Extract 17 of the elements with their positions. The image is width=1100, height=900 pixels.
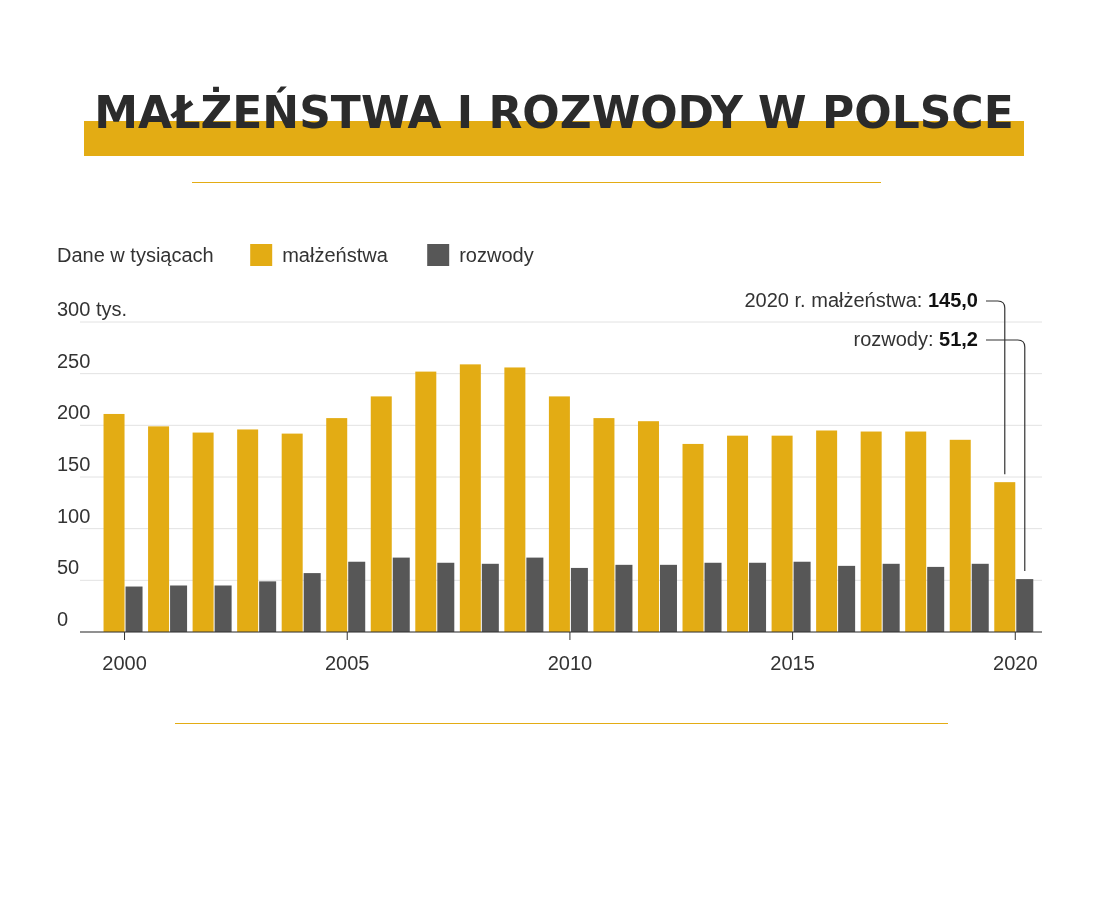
legend-label: małżeństwa xyxy=(282,244,389,266)
x-tick-label: 2020 xyxy=(993,652,1038,674)
y-tick-label: 100 xyxy=(57,504,91,527)
annotation: rozwody: 51,2 xyxy=(853,328,978,350)
y-tick-label: 0 xyxy=(57,608,69,630)
y-tick-label: 200 xyxy=(57,401,91,424)
y-tick-label: 50 xyxy=(57,556,80,579)
y-tick-label: 250 xyxy=(57,349,91,372)
x-tick-label: 2005 xyxy=(324,652,370,674)
y-tick-label: 150 xyxy=(57,453,91,475)
x-tick-label: 2000 xyxy=(102,652,147,674)
text: 2020 r. małżeństwa: 145,0 xyxy=(744,289,978,311)
y-tick-label: 300 tys. xyxy=(57,298,128,320)
x-tick-label: 2010 xyxy=(547,652,593,674)
legend-label: rozwody xyxy=(459,244,534,266)
x-tick-label: 2015 xyxy=(770,652,815,674)
legend-title: Dane w tysiącach xyxy=(57,244,214,266)
